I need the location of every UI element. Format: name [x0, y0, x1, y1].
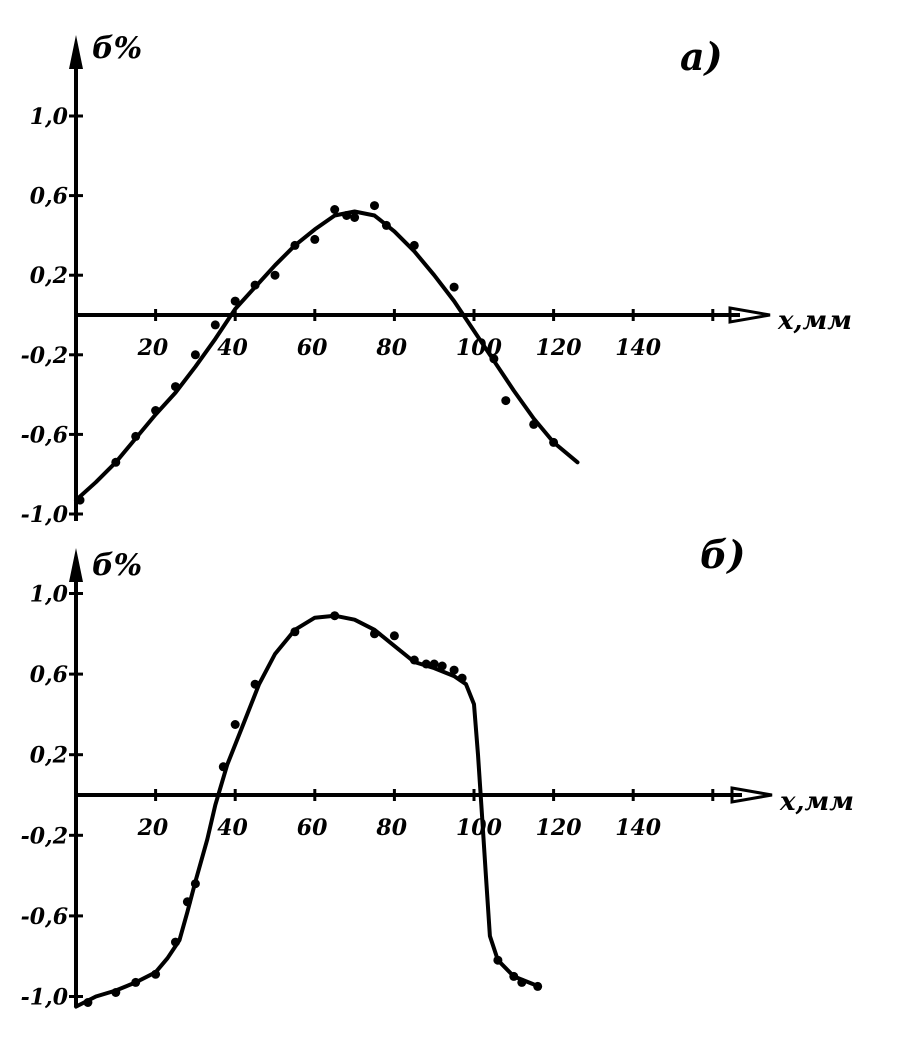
- y-tick-label: -0,6: [21, 422, 68, 448]
- data-point: [330, 611, 340, 621]
- y-tick-label: 1,0: [30, 582, 69, 608]
- x-tick-label: 140: [615, 335, 662, 361]
- data-point: [250, 679, 260, 689]
- data-point: [421, 659, 431, 669]
- x-tick-label: 40: [217, 815, 248, 841]
- data-point: [111, 988, 121, 997]
- chart-panel-a: 20 40 60 80 100 120 140-1,0-0,6-0,20,20,61,0б%…: [21, 31, 852, 528]
- x-axis-arrow: [728, 306, 771, 324]
- x-tick-label: 140: [615, 815, 662, 841]
- data-point: [330, 205, 340, 214]
- data-point: [230, 296, 240, 306]
- data-point: [131, 431, 141, 441]
- data-point: [449, 282, 459, 292]
- data-point: [171, 937, 180, 947]
- x-axis-label: x,мм: [779, 787, 854, 817]
- y-tick-label: 0,6: [30, 184, 68, 210]
- x-tick-label: 60: [297, 335, 328, 361]
- data-point: [171, 382, 180, 392]
- data-point: [429, 659, 439, 669]
- y-tick-label: 0,6: [30, 662, 68, 688]
- x-tick-label: 20: [137, 335, 169, 361]
- data-point: [151, 969, 161, 979]
- x-tick-label: 40: [217, 335, 248, 361]
- data-point: [409, 240, 419, 250]
- chart-panel-b: 20 40 60 80 100 120 140 -1,0 -0,6 -0,2 0,2 0,6 1,0 б%…: [21, 532, 854, 1011]
- y-axis-label: б%: [92, 31, 142, 66]
- data-point: [230, 720, 240, 729]
- y-tick-label: -1,0: [21, 502, 69, 528]
- data-point: [409, 655, 419, 665]
- x-tick-label: 120: [536, 335, 583, 361]
- data-point: [457, 673, 467, 683]
- x-axis-label: x,мм: [777, 306, 852, 336]
- panel-label: б): [700, 532, 745, 577]
- data-point: [501, 396, 511, 406]
- x-tick-label: 120: [536, 815, 583, 841]
- y-tick-label: -0,2: [21, 343, 68, 369]
- data-point: [270, 270, 280, 280]
- data-point: [549, 437, 559, 447]
- data-point: [290, 240, 300, 250]
- y-tick-label: 0,2: [30, 743, 68, 769]
- x-tick-label: 60: [297, 815, 328, 841]
- data-point: [370, 201, 379, 211]
- data-point: [381, 220, 391, 230]
- data-point: [151, 406, 161, 415]
- y-axis-arrow: [69, 35, 83, 69]
- x-axis-arrow: [730, 786, 773, 804]
- data-point: [190, 350, 200, 360]
- data-point: [290, 627, 300, 637]
- y-tick-label: -0,6: [21, 904, 68, 930]
- data-point: [75, 495, 85, 505]
- x-tick-label: 100: [456, 815, 503, 841]
- y-axis-arrow: [69, 548, 83, 582]
- data-point: [111, 457, 121, 467]
- y-tick-label: -1,0: [21, 985, 69, 1011]
- series-curve: [74, 613, 536, 1009]
- data-point: [370, 629, 379, 639]
- x-tick-label: 20: [137, 815, 169, 841]
- data-point: [250, 280, 260, 290]
- y-axis-label: б%: [92, 548, 142, 583]
- data-point: [83, 998, 93, 1007]
- data-point: [389, 631, 399, 641]
- data-point: [449, 665, 459, 675]
- data-point: [437, 661, 447, 671]
- data-point: [190, 879, 200, 889]
- y-tick-label: 0,2: [30, 263, 68, 289]
- data-point: [529, 419, 539, 429]
- y-tick-label: 1,0: [30, 104, 69, 130]
- y-tick-label: -0,2: [21, 823, 68, 849]
- data-point: [350, 213, 360, 222]
- data-point: [493, 955, 503, 965]
- x-tick-label: 80: [375, 335, 407, 361]
- data-point: [533, 981, 543, 991]
- data-point: [517, 977, 527, 987]
- data-point: [509, 971, 519, 981]
- data-point: [182, 897, 192, 907]
- data-point: [310, 234, 320, 244]
- data-point: [131, 977, 141, 987]
- panel-label: a): [680, 34, 723, 79]
- data-point: [210, 320, 220, 330]
- data-point: [342, 211, 352, 220]
- x-tick-label: 80: [375, 815, 407, 841]
- data-point: [218, 762, 228, 772]
- data-point: [489, 354, 499, 364]
